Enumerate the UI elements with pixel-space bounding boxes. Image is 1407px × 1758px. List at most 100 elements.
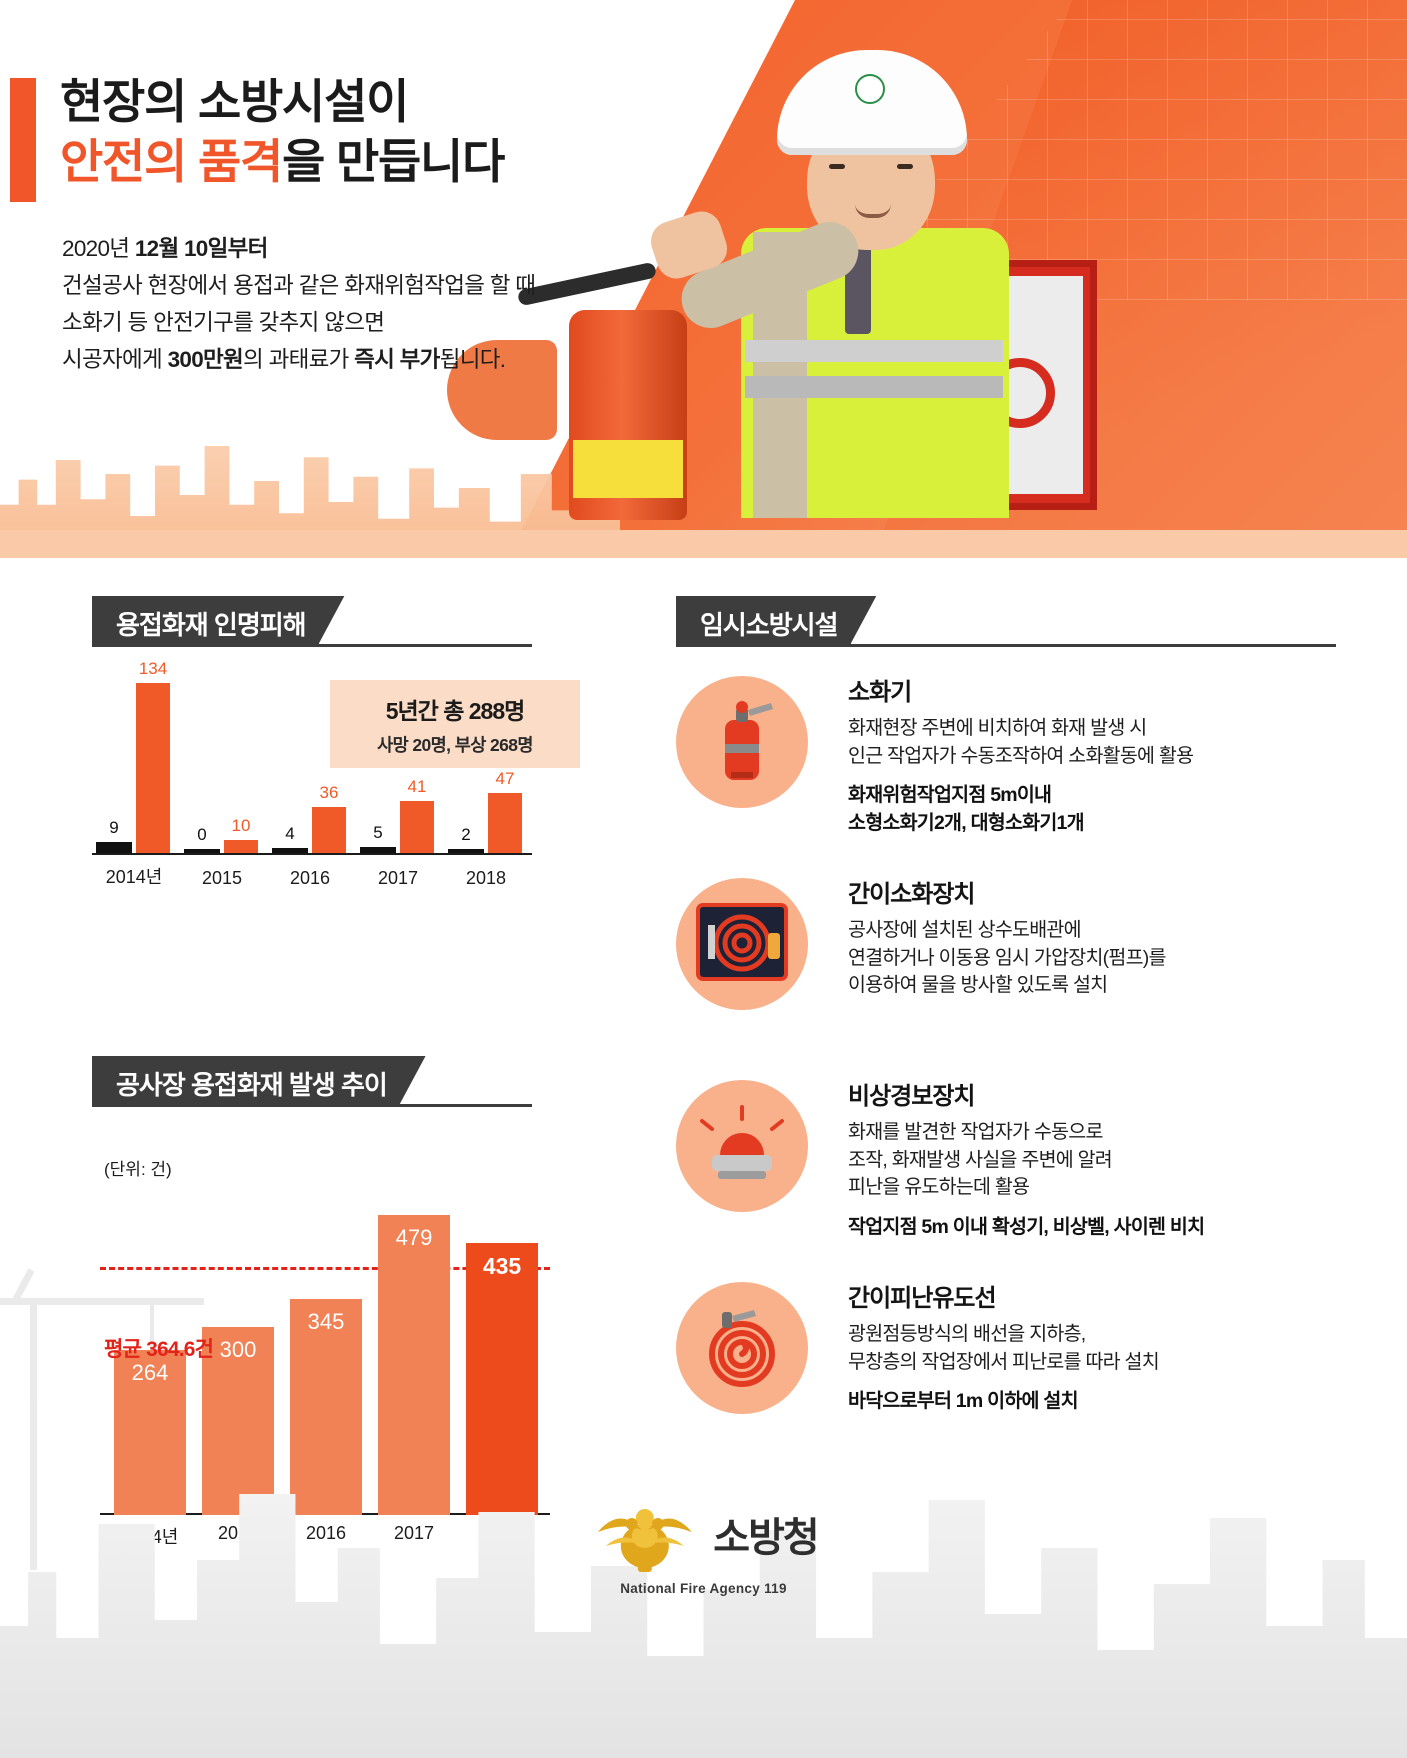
facility-note: 바닥으로부터 1m 이하에 설치 xyxy=(848,1388,1336,1416)
chart1-group: 0 10 xyxy=(180,683,264,853)
facility-description-line: 화재현장 주변에 비치하여 화재 발생 시 xyxy=(848,717,1147,739)
description-line-3: 소화기 등 안전기구를 갖추지 않으면 xyxy=(62,310,385,336)
chart1-bar-injury xyxy=(136,683,170,853)
title-line-2-rest: 을 만듭니다 xyxy=(282,135,505,189)
facility-description: 공사장에 설치된 상수도배관에 연결하거나 이동용 임시 가압장치(펌프)를 이용하… xyxy=(848,917,1336,1000)
section-rule-facilities xyxy=(676,644,1336,647)
chart2-bar: 435 xyxy=(466,1242,538,1515)
title-accent-bar xyxy=(10,78,36,202)
header-bottom-bar xyxy=(0,530,1407,558)
desc-4a: 시공자에게 xyxy=(62,347,168,373)
facility-note-line: 바닥으로부터 1m 이하에 설치 xyxy=(848,1390,1079,1413)
section-title-casualties: 용접화재 인명피해 xyxy=(92,596,364,644)
fire-agency-emblem-icon xyxy=(589,1488,699,1580)
desc-1a: 2020년 xyxy=(62,236,135,261)
facility-description-line: 화재를 발견한 작업자가 수동으로 xyxy=(848,1121,1103,1143)
facility-title: 간이피난유도선 xyxy=(848,1285,997,1312)
chart1-bar-death xyxy=(360,846,396,853)
chart2-bar: 345 xyxy=(290,1298,362,1515)
footer: 소방청 National Fire Agency 119 xyxy=(0,1428,1407,1758)
facility-description-line: 피난을 유도하는데 활용 xyxy=(848,1176,1030,1199)
title-line-1: 현장의 소방시설이 xyxy=(60,75,409,128)
page-title: 현장의 소방시설이 안전의 품격을 만듭니다 xyxy=(60,72,760,192)
crane-watermark xyxy=(0,1240,300,1570)
facility-note-line: 화재위험작업지점 5m이내 xyxy=(848,784,1052,807)
chart1-bar-death xyxy=(96,841,132,853)
facility-icon-circle xyxy=(676,676,808,808)
desc-4e: 됩니다. xyxy=(439,347,506,373)
chart1-bar-death xyxy=(272,847,308,853)
facility-body: 비상경보장치 화재를 발견한 작업자가 수동으로 조작, 화재발생 사실을 주변에 … xyxy=(848,1076,1336,1242)
desc-4c: 의 과태료가 xyxy=(243,347,355,373)
section-rule-trend xyxy=(92,1104,532,1107)
evacuation-guide-line-icon xyxy=(696,1304,788,1393)
chart1-value-injury: 47 xyxy=(495,769,515,789)
header-description: 2020년 12월 10일부터 건설공사 현장에서 용접과 같은 화재위험작업을… xyxy=(62,230,702,379)
chart1-value-death: 2 xyxy=(461,825,471,844)
chart2-plot-area: 264 300 345 479 435 xyxy=(100,1195,550,1515)
chart1-group: 9 134 xyxy=(92,659,176,853)
facility-icon-circle xyxy=(676,1282,808,1414)
agency-logo: 소방청 xyxy=(589,1488,820,1580)
chart1-value-death: 0 xyxy=(197,825,207,844)
facility-icon-circle xyxy=(676,878,808,1010)
section-title-facilities: 임시소방시설 xyxy=(676,596,896,644)
chart1-group: 2 47 xyxy=(444,683,528,853)
safety-helmet-icon xyxy=(777,50,967,155)
chart1-x-axis xyxy=(92,853,532,855)
chart1-value-injury: 41 xyxy=(407,777,427,796)
description-line-1: 2020년 12월 10일부터 xyxy=(62,230,702,267)
facility-note: 작업지점 5m 이내 확성기, 비상벨, 사이렌 비치 xyxy=(848,1214,1336,1242)
vest-stripe-lower xyxy=(745,376,1003,398)
description-line-2: 건설공사 현장에서 용접과 같은 화재위험작업을 할 때 xyxy=(62,273,536,299)
facility-title: 소화기 xyxy=(848,679,912,706)
facility-item: 비상경보장치 화재를 발견한 작업자가 수동으로 조작, 화재발생 사실을 주변에 … xyxy=(676,1076,1336,1254)
chart1-x-label: 2017 xyxy=(377,868,419,888)
facility-description: 화재를 발견한 작업자가 수동으로 조작, 화재발생 사실을 주변에 알려 피난을 … xyxy=(848,1119,1336,1202)
agency-name-en: National Fire Agency 119 xyxy=(620,1581,787,1596)
chart1-group: 5 41 xyxy=(356,683,440,853)
chart2-unit-label: (단위: 건) xyxy=(104,1160,172,1179)
chart2-average-line xyxy=(100,1266,550,1270)
chart-casualties: 9 134 2014년 0 10 2015 4 36 2016 5 41 2017 2 47 2018 xyxy=(92,659,532,895)
chart2-value-label: 300 xyxy=(219,1337,257,1363)
section-header-casualties: 용접화재 인명피해 xyxy=(92,596,532,647)
chart1-bar-death xyxy=(184,849,220,853)
chart1-x-label: 2016 xyxy=(289,868,331,888)
chart2-bar: 300 xyxy=(202,1327,274,1515)
chart1-x-label: 2015 xyxy=(201,868,243,888)
chart1-value-injury: 36 xyxy=(319,783,339,803)
chart1-value-death: 9 xyxy=(109,817,119,837)
title-highlight: 안전의 품격 xyxy=(60,135,283,189)
chart1-value-injury: 10 xyxy=(231,816,251,836)
facility-note: 화재위험작업지점 5m이내 소형소화기2개, 대형소화기1개 xyxy=(848,782,1336,837)
section-title-trend: 공사장 용접화재 발생 추이 xyxy=(92,1056,445,1104)
chart1-value-injury: 134 xyxy=(138,659,168,678)
alarm-siren-icon xyxy=(698,1103,786,1190)
facility-description: 광원점등방식의 배선을 지하층, 무창층의 작업장에서 피난로를 따라 설치 xyxy=(848,1321,1336,1376)
desc-4b-amount: 300만원 xyxy=(167,347,244,373)
casualties-callout: 5년간 총 288명 사망 20명, 부상 268명 xyxy=(330,680,580,768)
facility-description-line: 무창층의 작업장에서 피난로를 따라 설치 xyxy=(848,1350,1160,1373)
chart2-value-label: 435 xyxy=(482,1252,522,1279)
facility-description-line: 이용하여 물을 방사할 있도록 설치 xyxy=(848,974,1108,997)
smile xyxy=(855,204,891,218)
worker-photo xyxy=(447,40,1097,520)
callout-total: 5년간 총 288명 xyxy=(385,698,526,724)
chart2-x-label: 2016 xyxy=(305,1523,347,1543)
chart2-bar: 479 xyxy=(378,1215,450,1515)
facility-description-line: 공사장에 설치된 상수도배관에 xyxy=(848,919,1082,941)
chart1-x-label: 2018 xyxy=(465,868,507,888)
extinguisher-label xyxy=(573,440,683,498)
fire-extinguisher-icon xyxy=(703,694,781,791)
header-banner: 현장의 소방시설이 안전의 품격을 만듭니다 2020년 12월 10일부터 건… xyxy=(0,0,1407,558)
agency-name-ko: 소방청 xyxy=(713,1516,819,1560)
chart1-bar-injury xyxy=(400,801,434,853)
chart1-bar-injury xyxy=(488,793,522,853)
facility-title: 간이소화장치 xyxy=(848,881,975,908)
section-rule-casualties xyxy=(92,644,532,647)
